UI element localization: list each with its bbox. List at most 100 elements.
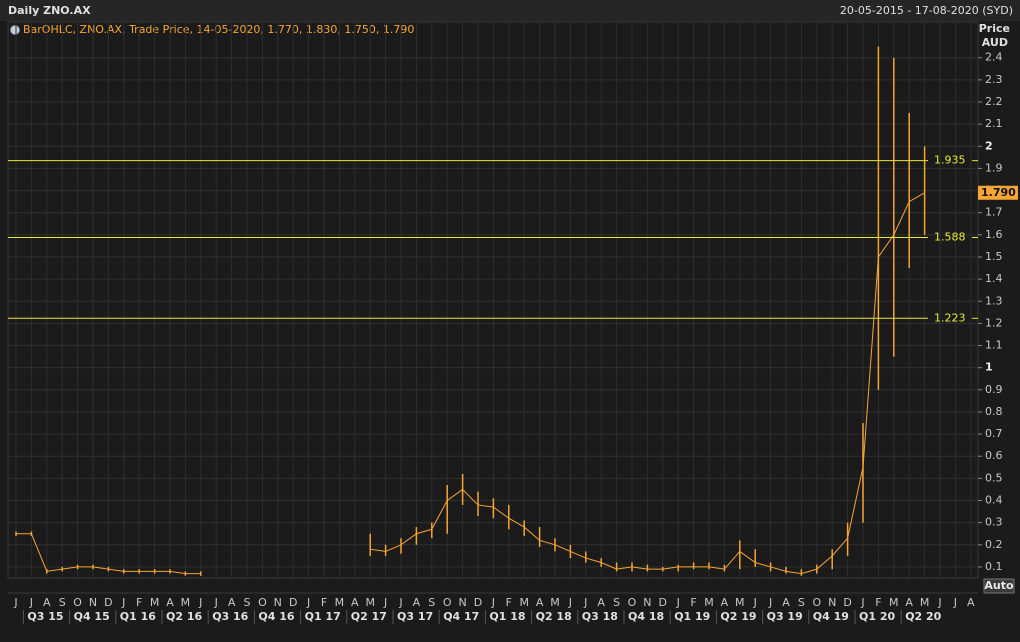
- x-tick-label: M: [365, 596, 375, 609]
- level-label: 1.935: [934, 154, 966, 167]
- x-tick-label: J: [13, 596, 17, 609]
- quarter-label: Q2 18: [536, 610, 572, 623]
- x-tick-label: M: [920, 596, 930, 609]
- x-tick-label: D: [843, 596, 851, 609]
- y-tick-label: 0.5: [985, 471, 1003, 484]
- x-tick-label: A: [166, 596, 174, 609]
- y-tick-label: 1.6: [985, 228, 1003, 241]
- quarter-label: Q1 19: [674, 610, 710, 623]
- quarter-label: Q1 17: [305, 610, 341, 623]
- x-tick-label: J: [306, 596, 310, 609]
- x-tick-label: F: [321, 596, 327, 609]
- x-tick-label: A: [351, 596, 359, 609]
- y-tick-label: 0.8: [985, 405, 1003, 418]
- y-tick-label: 2.2: [985, 95, 1003, 108]
- x-tick-label: A: [967, 596, 975, 609]
- x-tick-label: A: [228, 596, 236, 609]
- x-tick-label: M: [704, 596, 714, 609]
- y-tick-label: 0.7: [985, 427, 1003, 440]
- quarter-label: Q2 19: [720, 610, 756, 623]
- x-tick-label: O: [73, 596, 82, 609]
- x-tick-label: J: [198, 596, 202, 609]
- x-tick-label: M: [550, 596, 560, 609]
- x-tick-label: N: [643, 596, 651, 609]
- legend-icon[interactable]: [10, 25, 20, 35]
- x-tick-label: D: [474, 596, 482, 609]
- level-label: 1.588: [934, 230, 966, 243]
- y-tick-label: 0.6: [985, 449, 1003, 462]
- last-price-label: 1.790: [981, 186, 1016, 199]
- x-tick-label: D: [289, 596, 297, 609]
- price-line: [16, 533, 201, 575]
- y-tick-label: 2: [985, 139, 993, 152]
- x-tick-label: J: [121, 596, 125, 609]
- x-tick-label: J: [676, 596, 680, 609]
- y-tick-label: 0.1: [985, 560, 1003, 573]
- x-tick-label: N: [89, 596, 97, 609]
- last-price-tag: [978, 185, 1018, 200]
- quarter-label: Q2 17: [351, 610, 387, 623]
- quarter-label: Q1 16: [120, 610, 156, 623]
- x-tick-label: O: [258, 596, 267, 609]
- x-tick-label: D: [659, 596, 667, 609]
- y-tick-label: 2.4: [985, 51, 1003, 64]
- legend-text: BarOHLC, ZNO.AX, Trade Price, 14-05-2020…: [23, 23, 414, 36]
- price-line: [370, 192, 925, 575]
- y-tick-label: 1.1: [985, 339, 1003, 352]
- x-tick-label: M: [150, 596, 160, 609]
- x-tick-label: J: [29, 596, 33, 609]
- x-tick-label: D: [104, 596, 112, 609]
- marks: [8, 46, 978, 576]
- x-tick-label: M: [889, 596, 899, 609]
- y-tick-label: 1.5: [985, 250, 1003, 263]
- x-tick-label: S: [59, 596, 66, 609]
- quarter-label: Q3 17: [397, 610, 433, 623]
- quarter-label: Q4 15: [74, 610, 110, 623]
- quarter-label: Q4 19: [813, 610, 849, 623]
- auto-button[interactable]: [983, 578, 1015, 594]
- x-tick-label: J: [583, 596, 587, 609]
- x-tick-label: S: [244, 596, 251, 609]
- date-range: 20-05-2015 - 17-08-2020 (SYD): [840, 4, 1013, 17]
- chart-title: Daily ZNO.AX: [8, 4, 91, 17]
- y-tick-label: 1.7: [985, 206, 1003, 219]
- auto-button-label[interactable]: Auto: [984, 579, 1014, 592]
- quarter-label: Q1 20: [859, 610, 895, 623]
- x-tick-label: S: [613, 596, 620, 609]
- x-tick-label: A: [536, 596, 544, 609]
- x-tick-label: J: [491, 596, 495, 609]
- level-label: 1.223: [934, 311, 966, 324]
- x-tick-label: J: [568, 596, 572, 609]
- y-tick-label: 0.4: [985, 494, 1003, 507]
- x-tick-label: J: [953, 596, 957, 609]
- y-tick-label: 0.9: [985, 383, 1003, 396]
- x-tick-label: F: [136, 596, 142, 609]
- y-tick-label: 1.4: [985, 272, 1003, 285]
- x-tick-label: S: [798, 596, 805, 609]
- x-tick-label: M: [735, 596, 745, 609]
- x-tick-label: F: [506, 596, 512, 609]
- x-tick-label: J: [214, 596, 218, 609]
- quarter-label: Q3 19: [767, 610, 803, 623]
- grid: [8, 22, 978, 578]
- header-bar: [0, 0, 1020, 21]
- x-tick-label: A: [721, 596, 729, 609]
- quarter-label: Q3 16: [212, 610, 248, 623]
- quarter-label: Q3 15: [27, 610, 63, 623]
- y-tick-label: 0.3: [985, 516, 1003, 529]
- x-tick-label: J: [753, 596, 757, 609]
- x-tick-label: J: [937, 596, 941, 609]
- x-tick-label: J: [860, 596, 864, 609]
- x-tick-label: O: [628, 596, 637, 609]
- x-tick-label: A: [597, 596, 605, 609]
- x-tick-label: M: [519, 596, 529, 609]
- x-tick-label: A: [905, 596, 913, 609]
- y-axis-unit: AUD: [982, 36, 1008, 49]
- y-tick-label: 1.3: [985, 294, 1003, 307]
- x-tick-label: O: [443, 596, 452, 609]
- quarter-label: Q4 17: [443, 610, 479, 623]
- y-axis-title: Price: [979, 22, 1010, 35]
- x-tick-label: N: [274, 596, 282, 609]
